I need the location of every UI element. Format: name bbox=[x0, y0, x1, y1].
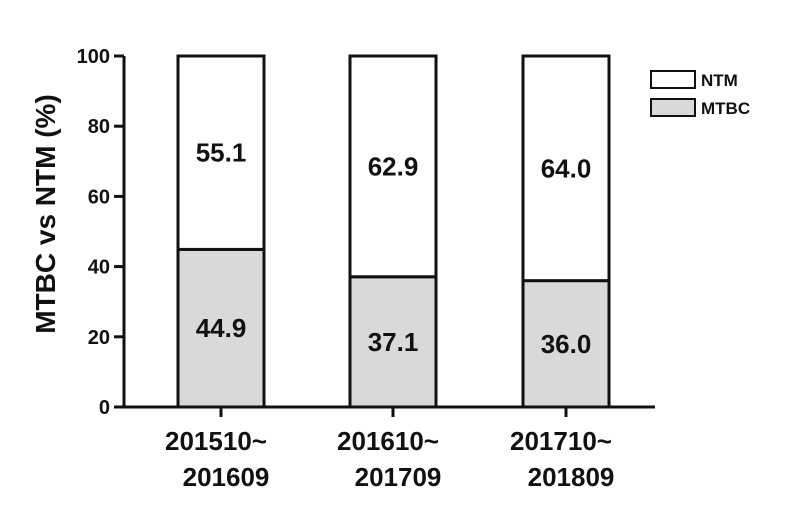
x-category-label-1-1: 201709 bbox=[355, 462, 442, 492]
x-category-label-1-0: 201610~ bbox=[337, 426, 439, 456]
bar-ntm-2 bbox=[521, 54, 611, 283]
data-label-mtbc-0: 44.9 bbox=[196, 313, 247, 343]
x-category-label-0-0: 201510~ bbox=[165, 426, 267, 456]
axes: 0 20 40 60 80 100 201510~ 201609 201610~ 201709 20… bbox=[77, 46, 655, 492]
data-labels: 44.9 55.1 37.1 62.9 36.0 64.0 bbox=[196, 138, 592, 359]
y-tick-label-80: 80 bbox=[88, 116, 110, 138]
legend-label-ntm: NTM bbox=[701, 71, 738, 90]
bar-mtbc-1 bbox=[348, 275, 438, 409]
data-label-ntm-2: 64.0 bbox=[541, 153, 592, 183]
y-axis-title: MTBC vs NTM (%) bbox=[30, 94, 61, 334]
bar-ntm-1 bbox=[348, 54, 438, 279]
y-tick-label-40: 40 bbox=[88, 257, 110, 279]
legend: NTM MTBC bbox=[650, 70, 750, 118]
x-category-label-0-1: 201609 bbox=[183, 462, 270, 492]
data-label-ntm-1: 62.9 bbox=[368, 151, 419, 181]
data-label-ntm-0: 55.1 bbox=[196, 138, 247, 168]
bar-mtbc-2 bbox=[521, 279, 611, 409]
data-label-mtbc-1: 37.1 bbox=[368, 327, 419, 357]
y-tick-label-100: 100 bbox=[77, 46, 110, 68]
x-category-label-2-1: 201809 bbox=[528, 462, 615, 492]
x-category-label-2-0: 201710~ bbox=[510, 426, 612, 456]
y-tick-label-60: 60 bbox=[88, 186, 110, 208]
bar-mtbc-0 bbox=[176, 247, 266, 409]
data-label-mtbc-2: 36.0 bbox=[541, 329, 592, 359]
legend-swatch-ntm bbox=[650, 70, 696, 89]
bars bbox=[176, 54, 611, 409]
y-tick-label-0: 0 bbox=[99, 397, 110, 419]
bar-ntm-0 bbox=[176, 54, 266, 251]
legend-swatch-mtbc bbox=[650, 98, 696, 117]
y-tick-label-20: 20 bbox=[88, 327, 110, 349]
legend-label-mtbc: MTBC bbox=[701, 99, 750, 118]
